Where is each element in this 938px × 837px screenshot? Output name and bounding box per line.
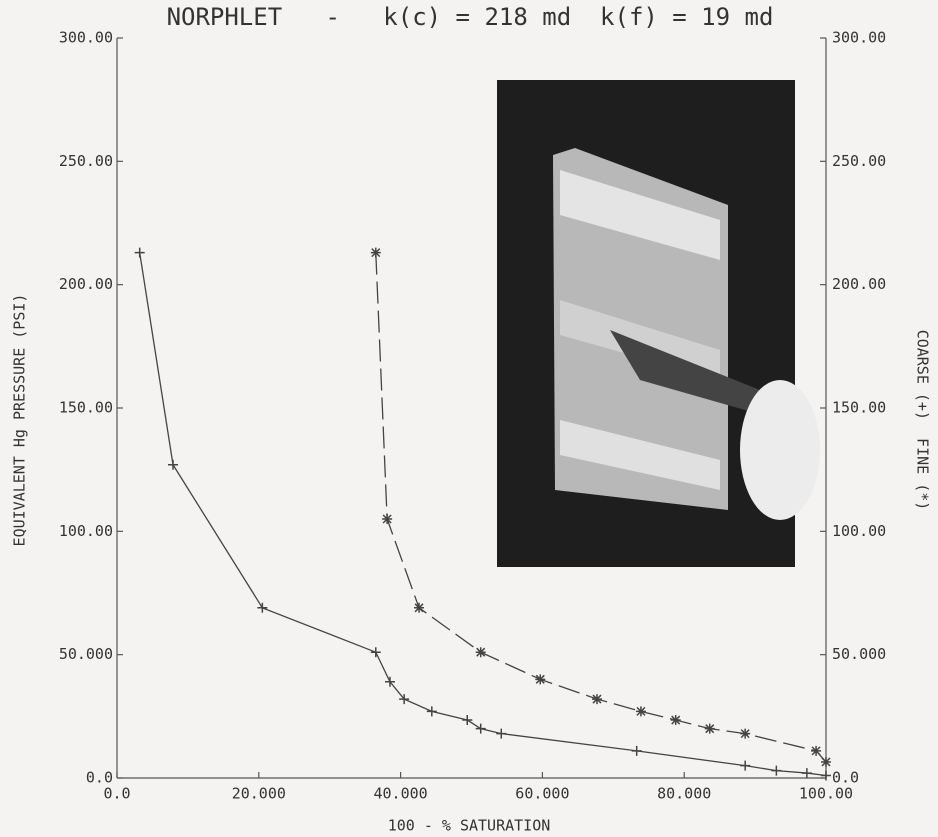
- marker: [382, 514, 393, 524]
- x-axis-label: 100 - % SATURATION: [388, 817, 551, 835]
- marker: [821, 770, 831, 781]
- marker: [771, 765, 782, 776]
- x-tick-label: 100.00: [799, 785, 853, 803]
- x-tick-label: 0.0: [103, 785, 130, 803]
- marker: [475, 723, 486, 734]
- marker: [426, 706, 437, 717]
- series-line: [375, 252, 827, 763]
- x-tick-label: 20.000: [232, 785, 286, 803]
- marker: [496, 728, 507, 739]
- y-tick-label: 100.00: [59, 522, 113, 540]
- y2-tick-label: 100.00: [832, 522, 886, 540]
- marker: [399, 694, 410, 705]
- marker: [257, 602, 268, 613]
- marker: [462, 715, 473, 726]
- marker: [370, 247, 381, 258]
- y2-tick-label: 250.00: [832, 152, 886, 170]
- marker: [704, 723, 715, 734]
- chart-title: NORPHLET - k(c) = 218 md k(f) = 19 md: [167, 3, 774, 31]
- y2-axis-label: COARSE (+) FINE (*): [914, 330, 932, 511]
- marker: [475, 647, 486, 658]
- y2-tick-label: 200.00: [832, 275, 886, 293]
- marker: [535, 674, 546, 685]
- y-tick-label: 150.00: [59, 399, 113, 417]
- marker: [591, 694, 602, 705]
- marker: [168, 459, 179, 470]
- marker: [740, 760, 751, 771]
- x-tick-label: 60.000: [515, 785, 569, 803]
- photo-inset: [497, 80, 820, 567]
- y-tick-label: 200.00: [59, 275, 113, 293]
- marker: [801, 768, 812, 779]
- marker: [384, 676, 395, 687]
- y2-tick-label: 150.00: [832, 399, 886, 417]
- y-tick-label: 250.00: [59, 152, 113, 170]
- marker: [821, 756, 831, 767]
- marker: [740, 728, 751, 739]
- marker: [414, 602, 425, 613]
- marker: [631, 745, 642, 756]
- marker: [134, 247, 145, 258]
- x-tick-label: 80.000: [657, 785, 711, 803]
- y-tick-label: 50.000: [59, 645, 113, 663]
- marker: [635, 706, 646, 717]
- y-tick-label: 0.0: [86, 769, 113, 787]
- y2-tick-label: 50.000: [832, 645, 886, 663]
- marker: [370, 647, 381, 658]
- y-axis-label: EQUIVALENT Hg PRESSURE (PSI): [11, 294, 29, 547]
- y-tick-label: 300.00: [59, 29, 113, 47]
- x-tick-label: 40.000: [374, 785, 428, 803]
- y2-tick-label: 0.0: [832, 769, 859, 787]
- y2-tick-label: 300.00: [832, 29, 886, 47]
- marker: [670, 715, 681, 726]
- marker: [811, 745, 822, 756]
